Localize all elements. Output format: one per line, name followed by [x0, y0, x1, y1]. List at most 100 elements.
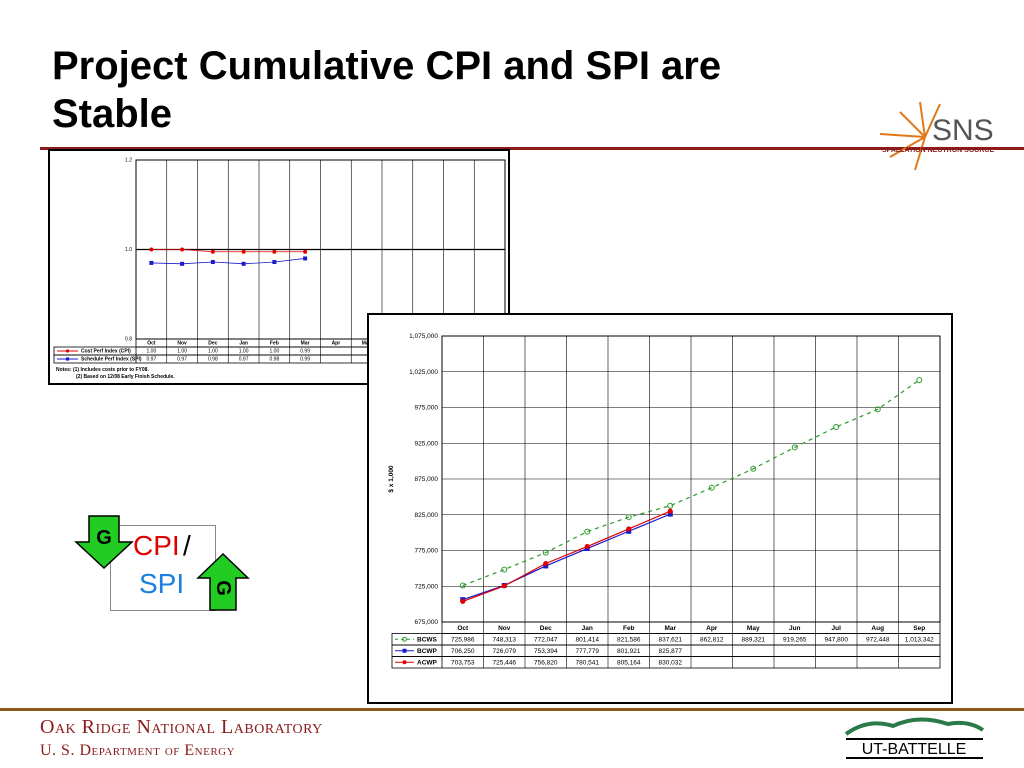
cpi-spi-status-badge: [110, 525, 216, 611]
legend-label: Cost Perf Index (CPI): [81, 349, 131, 355]
y-tick-label: 725,000: [415, 583, 439, 590]
data-label: 1.00: [239, 349, 249, 355]
x-tick-label: Feb: [623, 625, 635, 632]
data-point: [180, 261, 185, 266]
data-point: [149, 260, 154, 265]
data-point: [210, 260, 215, 265]
legend-label: BCWS: [417, 636, 438, 643]
data-point: [303, 249, 308, 254]
data-label: 801,921: [617, 648, 641, 655]
data-label: 1.00: [208, 349, 218, 355]
data-point: [241, 249, 246, 254]
data-point: [916, 377, 923, 384]
earned-value-chart-svg: 1,075,000 1,025,000 975,000 925,000 875,000 8…: [388, 333, 941, 669]
data-point: [303, 256, 308, 261]
y-tick-label: 1.2: [125, 158, 132, 164]
data-label: 862,812: [700, 636, 724, 643]
data-label: 805,164: [617, 659, 641, 666]
y-tick-label: 0.8: [125, 337, 132, 343]
x-tick-label: Feb: [270, 341, 279, 347]
y-tick-label: 675,000: [415, 619, 439, 626]
data-label: 1.00: [147, 349, 157, 355]
data-point: [584, 544, 590, 550]
data-label: 725,986: [451, 636, 475, 643]
y-tick-label: 875,000: [415, 476, 439, 483]
legend-marker: [402, 648, 407, 653]
x-tick-label: May: [747, 625, 760, 632]
sns-logo-subtext: SPALLATION NEUTRON SOURCE: [882, 147, 994, 154]
data-label: 801,414: [576, 636, 600, 643]
data-point: [241, 261, 246, 266]
x-tick-label: Oct: [147, 341, 156, 347]
x-tick-label: Oct: [457, 625, 469, 632]
series-line-bcwp: [462, 513, 671, 601]
data-point: [750, 465, 757, 472]
x-tick-label: Nov: [177, 341, 187, 347]
y-tick-label: 825,000: [415, 512, 439, 519]
data-point: [584, 528, 591, 535]
chart-note: (2) Based on 12/08 Early Finish Schedule…: [76, 374, 175, 380]
spi-status-letter: G: [212, 580, 234, 596]
series-line-acwp: [462, 510, 671, 603]
table-row: [391, 656, 941, 669]
title-divider: [40, 147, 1024, 150]
data-point: [210, 249, 215, 254]
data-label: 0.98: [270, 357, 280, 363]
slide-title: Project Cumulative CPI and SPI are Stabl…: [52, 44, 722, 136]
data-label: 0.99: [300, 357, 310, 363]
data-label: 748,313: [493, 636, 517, 643]
data-label: 1.00: [177, 349, 187, 355]
x-tick-label: Sep: [913, 625, 925, 632]
y-tick-label: 1.0: [125, 247, 132, 253]
data-point: [501, 566, 508, 573]
data-label: 725,446: [493, 659, 517, 666]
data-point: [272, 249, 277, 254]
data-point: [272, 260, 277, 265]
data-point: [667, 502, 674, 509]
x-tick-label: Apr: [706, 625, 718, 632]
legend-label: BCWP: [417, 648, 438, 655]
y-tick-label: 775,000: [415, 548, 439, 555]
y-tick-label: 925,000: [415, 440, 439, 447]
legend-marker: [65, 357, 70, 361]
data-label: 1,013,342: [905, 636, 934, 643]
x-tick-label: Jan: [582, 625, 593, 632]
data-point: [791, 444, 798, 451]
x-tick-label: Jan: [239, 341, 248, 347]
data-label: 777,779: [576, 648, 600, 655]
data-label: 0.98: [208, 357, 218, 363]
data-point: [543, 560, 549, 566]
legend-marker: [402, 660, 407, 665]
starburst-icon: [879, 101, 941, 171]
data-label: 947,800: [825, 636, 849, 643]
data-label: 825,877: [659, 648, 683, 655]
x-tick-label: Mar: [664, 625, 676, 632]
data-label: 706,250: [451, 648, 475, 655]
x-tick-label: Dec: [208, 341, 217, 347]
sns-logo: SNS SPALLATION NEUTRON SOURCE: [879, 101, 994, 171]
x-tick-label: Dec: [540, 625, 552, 632]
data-label: 0.97: [177, 357, 187, 363]
earned-value-chart: 1,075,000 1,025,000 975,000 925,000 875,000 8…: [367, 313, 953, 704]
chart-note: Notes: (1) Includes costs prior to FY08.: [56, 367, 149, 373]
x-tick-label: Jul: [832, 625, 842, 632]
ut-battelle-logo: UT-BATTELLE: [844, 717, 985, 759]
data-label: 0.97: [239, 357, 249, 363]
data-point: [460, 598, 466, 604]
legend-label: ACWP: [417, 659, 438, 666]
data-point: [833, 423, 840, 430]
y-tick-label: 1,025,000: [409, 369, 438, 376]
y-tick-label: 975,000: [415, 405, 439, 412]
data-point: [542, 549, 549, 556]
data-label: 726,079: [493, 648, 517, 655]
ut-battelle-text: UT-BATTELLE: [862, 741, 967, 758]
data-point: [149, 247, 154, 252]
data-point: [667, 508, 673, 514]
legend-marker: [402, 636, 407, 642]
x-tick-label: Aug: [871, 625, 884, 632]
x-tick-label: Apr: [332, 341, 341, 347]
footer-divider: [0, 708, 1024, 711]
data-label: 972,448: [866, 636, 890, 643]
legend-label: Schedule Perf Index (SPI): [81, 357, 142, 363]
badge-slash: /: [183, 530, 191, 561]
